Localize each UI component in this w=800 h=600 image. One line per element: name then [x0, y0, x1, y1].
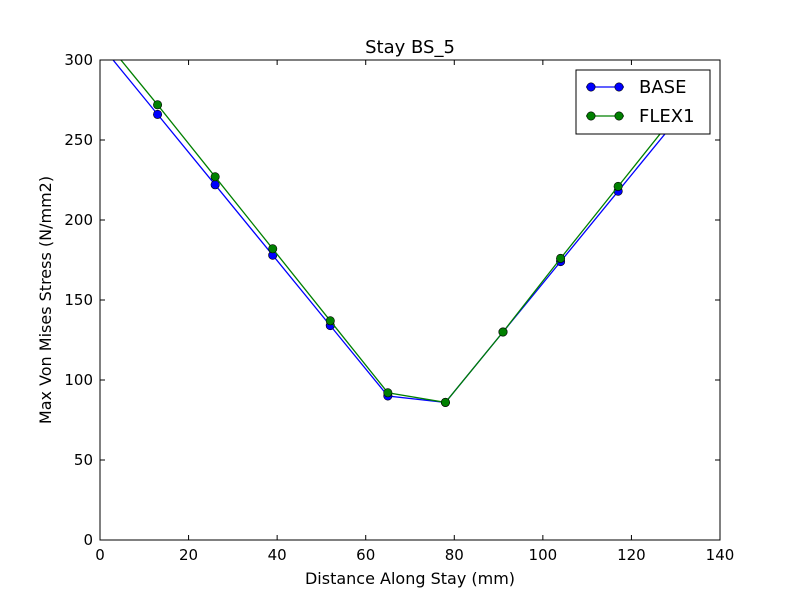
x-tick-label: 120 [617, 546, 646, 564]
data-point-flex1 [268, 244, 278, 254]
y-tick-label: 50 [74, 451, 93, 469]
y-axis-label: Max Von Mises Stress (N/mm2) [36, 176, 55, 424]
x-tick-label: 140 [706, 546, 735, 564]
y-tick-label: 150 [64, 291, 93, 309]
x-tick-label: 40 [268, 546, 287, 564]
y-tick-label: 200 [64, 211, 93, 229]
data-point-base [210, 180, 220, 190]
y-tick-label: 100 [64, 371, 93, 389]
y-tick-label: 300 [64, 51, 93, 69]
x-tick-label: 100 [529, 546, 558, 564]
x-tick-label: 0 [95, 546, 105, 564]
legend-box [575, 69, 711, 135]
x-tick-label: 20 [179, 546, 198, 564]
legend-marker-flex1 [614, 111, 624, 121]
legend-marker-flex1 [586, 111, 596, 121]
x-tick-label: 80 [445, 546, 464, 564]
y-tick-label: 0 [83, 531, 93, 549]
data-point-flex1 [556, 253, 566, 263]
legend: BASE FLEX1 [575, 69, 711, 135]
data-point-flex1 [440, 397, 450, 407]
legend-label-base: BASE [639, 77, 686, 98]
data-point-flex1 [613, 181, 623, 191]
data-point-flex1 [383, 388, 393, 398]
data-point-base [96, 40, 104, 48]
chart-title: Stay BS_5 [365, 37, 455, 58]
data-point-flex1 [96, 30, 104, 38]
data-point-flex1 [210, 172, 220, 182]
legend-label-flex1: FLEX1 [639, 106, 695, 127]
ticks-layer: 0 20 40 60 80 100 120 140 0 50 100 150 200 250 300 [64, 51, 734, 564]
x-axis-label: Distance Along Stay (mm) [305, 569, 515, 588]
legend-marker-base [614, 82, 624, 92]
data-point-flex1 [153, 100, 163, 110]
data-point-flex1 [325, 316, 335, 326]
legend-marker-base [586, 82, 596, 92]
x-tick-label: 60 [356, 546, 375, 564]
y-tick-label: 250 [64, 131, 93, 149]
plot-frame [99, 59, 721, 541]
data-point-flex1 [498, 327, 508, 337]
data-point-base [153, 109, 163, 119]
